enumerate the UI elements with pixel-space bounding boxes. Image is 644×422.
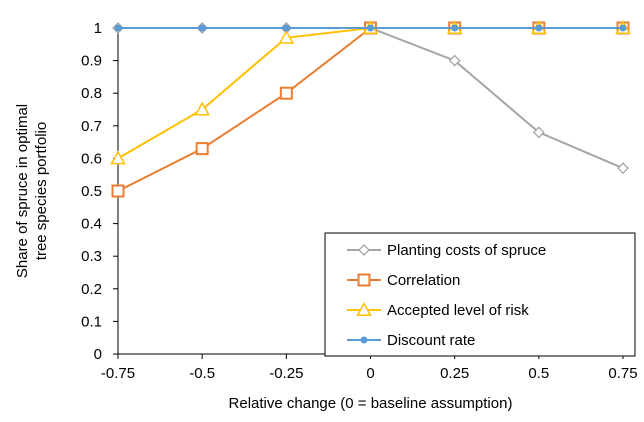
legend: Planting costs of spruce Correlation Accep… (324, 232, 636, 357)
x-tick-label: 0.5 (528, 365, 549, 382)
y-tick-label: 1 (94, 20, 102, 37)
legend-item: Planting costs of spruce (347, 242, 546, 259)
y-tick-label: 0.6 (81, 150, 102, 167)
x-axis-title: Relative change (0 = baseline assumption… (229, 395, 513, 412)
data-point (195, 142, 209, 156)
y-tick-label: 0.8 (81, 85, 102, 102)
legend-item: Discount rate (347, 332, 475, 349)
data-point (617, 162, 629, 175)
series-correlation (111, 21, 630, 198)
axes: 0 0.1 0.2 0.3 0.4 0.5 0.6 0.7 0.8 0.9 1 -0.75 -0.5 -0… (14, 20, 638, 412)
y-tick-label: 0.1 (81, 313, 102, 330)
legend-label: Accepted level of risk (387, 302, 529, 319)
y-tick-label: 0.2 (81, 281, 102, 298)
y-tick-label: 0.7 (81, 118, 102, 135)
data-point (278, 29, 295, 44)
data-point (111, 184, 125, 198)
x-tick-label: -0.75 (101, 365, 135, 382)
data-point (282, 24, 290, 32)
data-point (194, 101, 210, 116)
data-point (114, 24, 122, 32)
x-tick-label: -0.25 (269, 365, 303, 382)
data-point (619, 24, 627, 32)
legend-marker (357, 273, 371, 287)
data-point (198, 24, 206, 32)
series-line (117, 27, 623, 192)
series-lines (110, 19, 631, 198)
legend-label: Planting costs of spruce (387, 242, 546, 259)
data-point (279, 86, 293, 100)
series-accepted-level-of-risk (110, 19, 631, 165)
y-tick-label: 0 (94, 346, 102, 363)
y-axis-title: Share of spruce in optimal tree species p… (14, 104, 50, 278)
y-axis-title-line: Share of spruce in optimal (14, 104, 31, 278)
x-tick-label: -0.5 (189, 365, 215, 382)
data-point (367, 24, 374, 32)
legend-item: Correlation (347, 272, 460, 289)
data-point (448, 54, 461, 67)
y-tick-label: 0.9 (81, 53, 102, 70)
x-tick-label: 0.25 (440, 365, 469, 382)
series-line (118, 27, 624, 170)
data-point (535, 24, 543, 32)
legend-box (324, 232, 636, 357)
legend-marker (356, 301, 372, 316)
series-planting-costs-of-spruce (112, 22, 629, 175)
legend-label: Correlation (387, 272, 460, 289)
legend-marker (360, 336, 368, 344)
data-point (532, 126, 545, 139)
series-discount-rate (114, 24, 627, 32)
y-tick-label: 0.5 (81, 183, 102, 200)
data-point (110, 150, 126, 165)
data-point (451, 24, 459, 32)
x-tick-label: 0.75 (608, 365, 637, 382)
y-axis-title-line: tree species portfolio (33, 122, 50, 260)
legend-item: Accepted level of risk (347, 301, 529, 319)
y-tick-label: 0.3 (81, 248, 102, 265)
legend-label: Discount rate (387, 332, 475, 349)
y-tick-label: 0.4 (81, 216, 102, 233)
series-line (117, 27, 623, 160)
x-tick-label: 0 (366, 365, 374, 382)
legend-marker (358, 244, 370, 256)
